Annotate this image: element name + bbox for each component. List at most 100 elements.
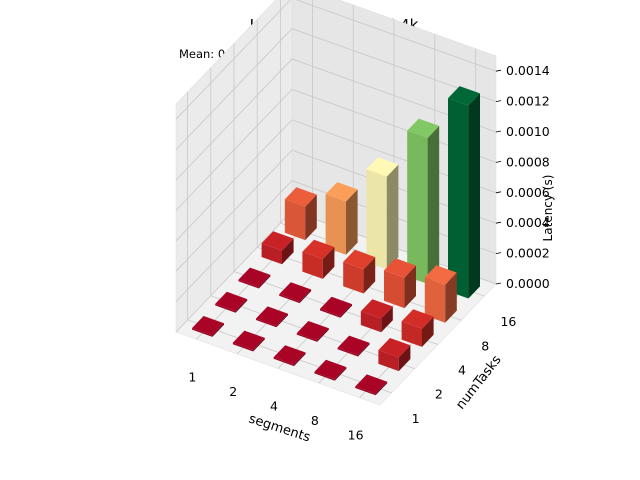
z-tick-mark — [495, 161, 502, 163]
bar-top-face — [325, 182, 358, 202]
bar-front-face — [360, 311, 382, 333]
bar-front-face — [366, 169, 387, 270]
bar-front-face — [302, 251, 323, 279]
bar-front-face — [296, 333, 318, 342]
x-tick-label: 2 — [229, 384, 237, 399]
grid-line-z — [175, 58, 497, 181]
z-tick-label: 0.0000 — [506, 276, 550, 291]
bar-side-face — [276, 313, 288, 328]
bar-side-face — [212, 323, 224, 337]
z-tick-label: 0.0008 — [506, 154, 550, 169]
bar — [360, 299, 393, 333]
bar-side-face — [235, 299, 248, 313]
x-axis-label: segments — [247, 412, 313, 446]
bar — [343, 249, 376, 294]
bar-front-face — [232, 342, 254, 352]
z-tick-label: 0.0012 — [506, 94, 550, 109]
bar-top-face — [296, 321, 329, 341]
bar-top-face — [215, 291, 248, 312]
bar-top-face — [320, 296, 352, 317]
bar-front-face — [325, 194, 346, 255]
bar-side-face — [340, 304, 352, 318]
bar — [355, 374, 388, 396]
bar-side-face — [334, 367, 347, 381]
bar-front-face — [424, 277, 446, 323]
bar-side-face — [322, 247, 335, 279]
bar-top-face — [343, 249, 376, 270]
z-tick-label: 0.0004 — [506, 215, 550, 230]
y-tick-label: 8 — [481, 338, 489, 353]
bar-top-face — [192, 316, 224, 336]
z-tick-mark — [495, 252, 502, 254]
z-tick-mark — [495, 282, 502, 285]
x-tick-label: 16 — [348, 428, 364, 443]
z-tick-label: 0.0010 — [506, 124, 550, 139]
bar — [238, 267, 271, 289]
bar-top-face — [401, 309, 434, 329]
bar-front-face — [384, 270, 405, 309]
y-tick-label: 16 — [500, 314, 516, 329]
bar-front-face — [401, 321, 422, 347]
grid-line-z — [175, 0, 497, 120]
bar-front-face — [192, 328, 213, 337]
bar — [279, 282, 312, 304]
bar-side-face — [317, 328, 329, 342]
z-axis-label: Latency (s) — [541, 175, 555, 242]
bar-top-face — [378, 338, 411, 358]
bar-side-face — [258, 274, 271, 289]
bar-side-face — [282, 238, 294, 265]
y-tick-label: 1 — [412, 411, 420, 426]
z-tick-mark — [495, 69, 502, 72]
bar-front-face — [273, 357, 294, 367]
bar-side-face — [253, 337, 265, 352]
bar-side-face — [445, 272, 457, 323]
bar-top-face — [314, 359, 347, 380]
bar — [320, 296, 352, 318]
bar — [325, 182, 358, 255]
bar-side-face — [398, 345, 411, 372]
bar-top-face — [360, 299, 393, 319]
z-tick-mark — [495, 191, 502, 194]
bar-side-face — [358, 342, 370, 357]
bar — [314, 359, 347, 381]
bar-side-face — [468, 93, 480, 299]
bar-front-face — [407, 130, 428, 284]
grid-line-z — [175, 28, 497, 150]
bars — [192, 86, 480, 396]
bar-top-face — [256, 306, 288, 326]
bar-top-face — [232, 330, 265, 350]
bar-top-face — [279, 282, 312, 302]
bar — [192, 316, 224, 337]
bar — [273, 345, 306, 367]
z-tick-label: 0.0006 — [506, 185, 550, 200]
bar-side-face — [305, 194, 317, 241]
bar-side-face — [375, 381, 388, 396]
bar — [384, 258, 416, 309]
bar-front-face — [238, 279, 259, 289]
bar-side-face — [381, 306, 393, 333]
bar — [407, 118, 440, 284]
bar — [424, 265, 457, 323]
bar-side-face — [422, 316, 434, 347]
bar — [215, 291, 248, 313]
bar-front-face — [320, 308, 341, 318]
bar — [261, 231, 294, 265]
bar-front-face — [256, 318, 277, 328]
bar — [296, 321, 329, 342]
bar-top-face — [407, 118, 440, 138]
bar-front-face — [337, 347, 358, 357]
bar-top-face — [337, 335, 370, 355]
bar-top-face — [366, 157, 399, 177]
bar — [366, 157, 399, 270]
bar-side-face — [294, 352, 306, 367]
bar-front-face — [261, 243, 282, 265]
bar — [284, 187, 317, 241]
bar-front-face — [215, 303, 236, 313]
bar-front-face — [448, 98, 469, 299]
bar-top-face — [238, 267, 271, 287]
bar-front-face — [284, 199, 306, 241]
bar — [302, 239, 335, 279]
bar-front-face — [355, 386, 376, 396]
bar-front-face — [314, 371, 335, 381]
